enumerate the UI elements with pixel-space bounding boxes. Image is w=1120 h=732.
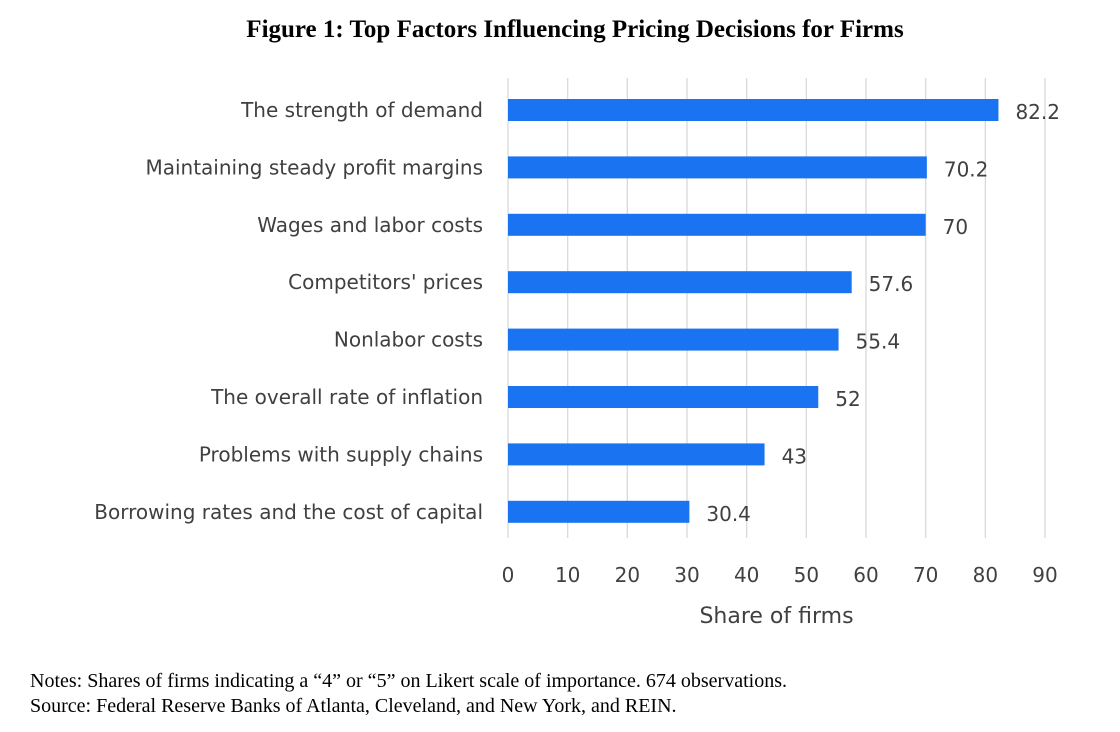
source-line: Source: Federal Reserve Banks of Atlanta…: [30, 695, 677, 717]
bar: [508, 271, 852, 294]
bar-chart: 0 10 20 30 40 50 60 70 80 90 The strength of deman…: [94, 78, 1060, 629]
bar: [508, 213, 926, 236]
category-label: Wages and labor costs: [257, 213, 483, 237]
notes-line: Notes: Shares of firms indicating a “4” …: [30, 670, 787, 692]
x-tick-label: 40: [734, 563, 759, 587]
figure-notes: Notes: Shares of firms indicating a “4” …: [30, 669, 787, 719]
x-tick-label: 50: [794, 563, 819, 587]
data-label: 55.4: [856, 330, 901, 354]
bar: [508, 156, 927, 179]
data-label: 57.6: [869, 272, 914, 296]
x-tick-label: 90: [1032, 563, 1057, 587]
data-label: 30.4: [706, 502, 751, 526]
data-label: 70: [943, 215, 968, 239]
x-tick-label: 10: [555, 563, 580, 587]
x-tick-label: 30: [674, 563, 699, 587]
data-label: 70.2: [944, 157, 989, 181]
data-label: 52: [835, 387, 860, 411]
x-tick-label: 80: [973, 563, 998, 587]
bar: [508, 99, 999, 121]
category-label: The strength of demand: [240, 98, 483, 122]
category-label: Maintaining steady profit margins: [145, 155, 483, 179]
data-label: 82.2: [1015, 100, 1060, 124]
x-tick-label: 60: [853, 563, 878, 587]
category-label: The overall rate of inflation: [210, 385, 483, 409]
data-label: 43: [782, 444, 807, 468]
bar: [508, 500, 690, 523]
category-label: Problems with supply chains: [199, 442, 483, 466]
chart-title: Figure 1: Top Factors Influencing Pricin…: [246, 16, 904, 43]
x-tick-label: 20: [615, 563, 640, 587]
bar: [508, 386, 819, 408]
x-axis-title: Share of firms: [699, 604, 853, 629]
bar: [508, 328, 839, 351]
bar: [508, 443, 765, 466]
category-label: Competitors' prices: [288, 270, 483, 294]
x-tick-label: 0: [502, 563, 515, 587]
x-tick-label: 70: [913, 563, 938, 587]
category-label: Nonlabor costs: [334, 328, 483, 352]
category-label: Borrowing rates and the cost of capital: [94, 500, 483, 524]
